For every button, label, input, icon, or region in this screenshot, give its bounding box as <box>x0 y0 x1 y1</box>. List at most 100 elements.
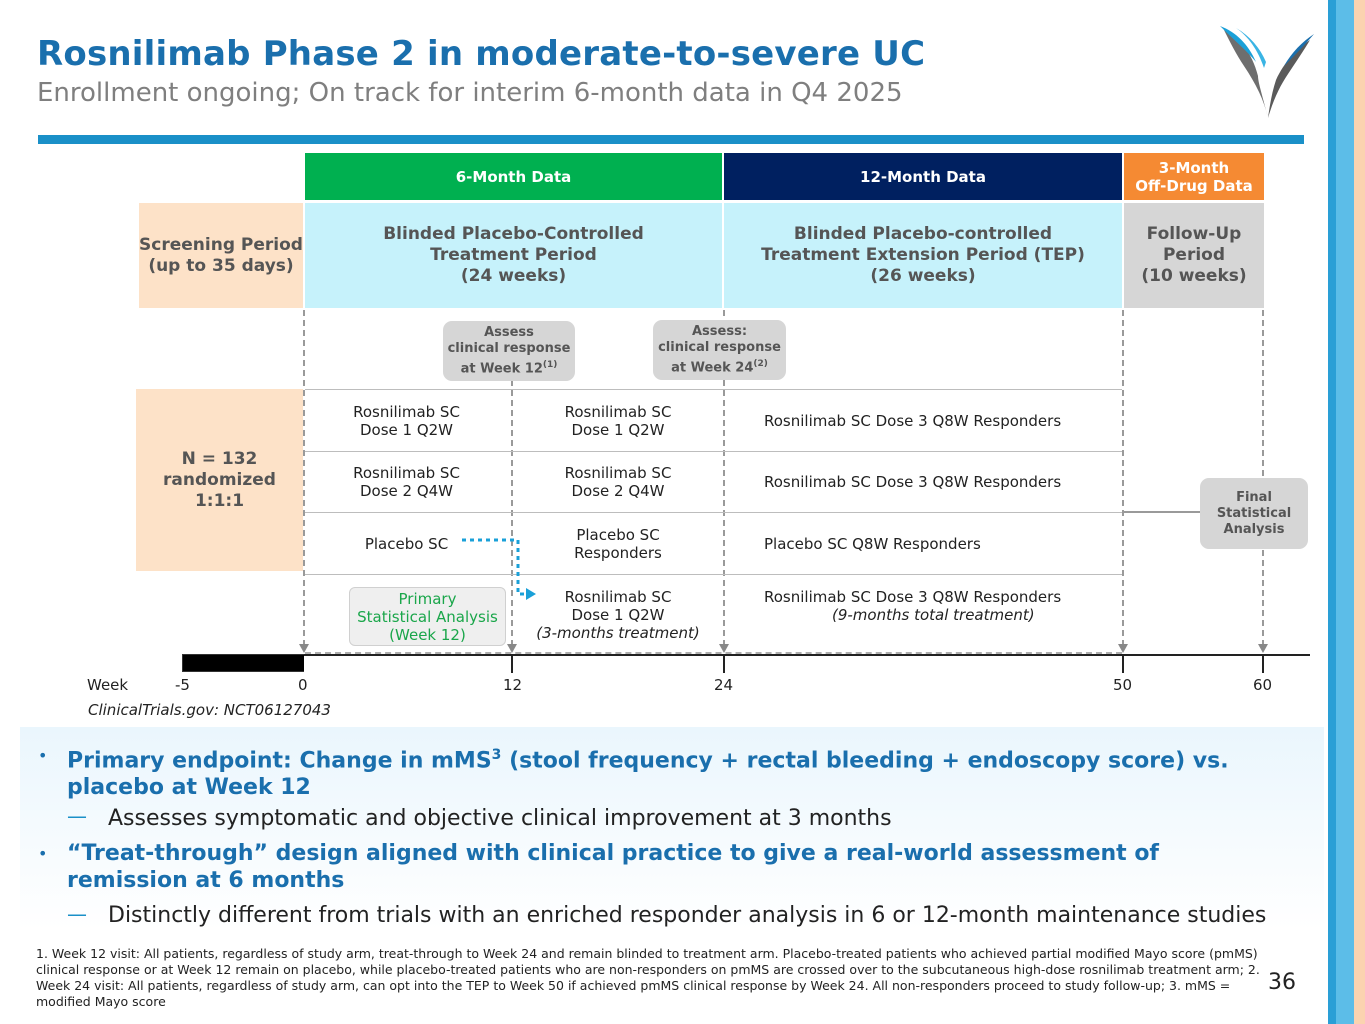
tick-label-12: 12 <box>503 676 523 694</box>
tick-week-12 <box>511 655 513 673</box>
tep-line3: (26 weeks) <box>870 266 976 286</box>
bullet-1-text-post: (stool frequency + rectal bleeding + end… <box>501 748 1229 774</box>
follow-up-period: Follow-Up Period (10 weeks) <box>1124 203 1264 308</box>
arm-3-b-line2: Responders <box>574 543 662 562</box>
arm-grid-line <box>305 574 1122 575</box>
final-line2: Statistical <box>1216 505 1292 521</box>
clinicaltrials-reference: ClinicalTrials.gov: NCT06127043 <box>88 701 331 719</box>
timeline-dashed-guide <box>305 652 1122 654</box>
arm-2-b-line2: Dose 2 Q4W <box>571 482 665 500</box>
arm-grid-line <box>305 451 1122 452</box>
arm-2-b-line1: Rosnilimab SC <box>564 464 672 482</box>
crossover-b-line2: Dose 1 Q2W <box>571 606 665 624</box>
timeline-label: Week <box>87 676 129 694</box>
randomization-line3: 1:1:1 <box>194 490 245 511</box>
crossover-arrow <box>462 538 536 600</box>
followup-line3: (10 weeks) <box>1141 266 1247 286</box>
sub-bullet-dash-icon: — <box>67 902 87 926</box>
bullet-1-sub: Assesses symptomatic and objective clini… <box>108 806 892 831</box>
arm-2-a-line1: Rosnilimab SC <box>353 464 460 482</box>
page-title: Rosnilimab Phase 2 in moderate-to-severe… <box>37 34 926 74</box>
phase-header-6-month: 6-Month Data <box>305 153 722 200</box>
week-24-arrowhead <box>719 644 729 653</box>
week-0-arrowhead <box>299 644 309 653</box>
randomization-line1: N = 132 <box>181 448 258 469</box>
sub-bullet-dash-icon: — <box>67 804 87 828</box>
phase-header-3-month-line2: Off-Drug Data <box>1135 176 1253 195</box>
arm-2-period-a: Rosnilimab SC Dose 2 Q4W <box>305 452 508 512</box>
assess-week-12-line2: clinical response <box>447 340 571 356</box>
assess-week-12-callout: Assess clinical response at Week 12(1) <box>443 321 575 381</box>
tick-week-60 <box>1262 655 1264 673</box>
week-12-dashed-line <box>511 380 513 646</box>
assess-week-12-line3: at Week 12 <box>460 361 543 377</box>
primary-line3: (Week 12) <box>389 625 466 644</box>
arm-grid-line <box>305 389 1122 390</box>
tick-label-50: 50 <box>1113 676 1133 694</box>
blinded-line2: Treatment Period <box>430 245 597 265</box>
edge-stripe-dark <box>1328 0 1336 1024</box>
edge-stripe-peach <box>1354 0 1365 1024</box>
week-24-dashed-line <box>723 310 725 646</box>
arm-1-period-a: Rosnilimab SC Dose 1 Q2W <box>305 390 508 451</box>
screening-timeline-bar <box>182 654 304 672</box>
assess-week-24-sup: (2) <box>753 358 768 369</box>
arm-1-period-b: Rosnilimab SC Dose 1 Q2W <box>514 390 722 451</box>
tick-week-50 <box>1122 655 1124 673</box>
assess-week-24-line1: Assess: <box>691 323 748 339</box>
bullet-1-text-pre: Primary endpoint: Change in mMS <box>67 748 492 774</box>
blinded-treatment-period: Blinded Placebo-Controlled Treatment Per… <box>305 203 722 308</box>
page-subtitle: Enrollment ongoing; On track for interim… <box>37 78 903 108</box>
arm-3-b-line1: Placebo SC <box>576 525 660 544</box>
crossover-b-line3: (3-months treatment) <box>536 624 700 642</box>
crossover-period-c: Rosnilimab SC Dose 3 Q8W Responders (9-m… <box>764 588 1122 624</box>
primary-line1: Primary <box>398 589 457 608</box>
title-rule <box>38 135 1304 144</box>
arm-2-a-line2: Dose 2 Q4W <box>359 482 454 500</box>
edge-stripe-light <box>1336 0 1354 1024</box>
assess-week-24-callout: Assess: clinical response at Week 24(2) <box>653 320 786 380</box>
arm-1-a-line2: Dose 1 Q2W <box>359 420 454 439</box>
arm-2-period-b: Rosnilimab SC Dose 2 Q4W <box>514 452 722 512</box>
footnote: 1. Week 12 visit: All patients, regardle… <box>36 946 1260 1009</box>
assess-week-12-line1: Assess <box>484 324 534 340</box>
arm-3-a-line1: Placebo SC <box>364 534 449 553</box>
arm-1-b-line2: Dose 1 Q2W <box>571 420 665 439</box>
assess-week-24-line2: clinical response <box>658 339 781 355</box>
arm-1-b-line1: Rosnilimab SC <box>564 402 672 421</box>
primary-line2: Statistical Analysis <box>357 607 498 626</box>
followup-line1: Follow-Up <box>1146 224 1242 244</box>
tick-week-24 <box>723 655 725 673</box>
bullet-2-line1: “Treat-through” design aligned with clin… <box>67 841 1160 866</box>
final-line1: Final <box>1236 489 1272 505</box>
crossover-c-line1: Rosnilimab SC Dose 3 Q8W Responders <box>764 588 1062 606</box>
primary-analysis-box: Primary Statistical Analysis (Week 12) <box>349 587 506 646</box>
bullet-dot-icon: • <box>38 746 48 765</box>
company-logo-icon <box>1220 26 1314 118</box>
key-points-panel: • Primary endpoint: Change in mMS3 (stoo… <box>20 727 1324 930</box>
screening-period: Screening Period (up to 35 days) <box>139 203 303 308</box>
arm-1-a-line1: Rosnilimab SC <box>353 402 460 421</box>
arm-grid-line <box>305 512 1122 513</box>
timeline-axis <box>304 654 1310 656</box>
tick-label-0: 0 <box>298 676 308 694</box>
week-60-arrowhead <box>1258 644 1268 653</box>
arm-3-period-c: Placebo SC Q8W Responders <box>764 534 981 553</box>
arm-2-period-c: Rosnilimab SC Dose 3 Q8W Responders <box>764 473 1062 491</box>
bullet-primary-endpoint: Primary endpoint: Change in mMS3 (stool … <box>67 742 1307 801</box>
week-0-dashed-line <box>303 310 305 646</box>
randomization-line2: randomized <box>163 469 276 490</box>
crossover-period-b: Rosnilimab SC Dose 1 Q2W (3-months treat… <box>514 585 722 645</box>
week-50-dashed-line <box>1122 310 1124 646</box>
blinded-line3: (24 weeks) <box>460 266 567 286</box>
tick-label-60: 60 <box>1253 676 1273 694</box>
tep-line1: Blinded Placebo-controlled <box>793 224 1053 244</box>
followup-line2: Period <box>1162 245 1226 265</box>
assess-week-24-line3: at Week 24 <box>671 360 754 376</box>
phase-header-12-month: 12-Month Data <box>724 153 1122 200</box>
phase-header-3-month: 3-Month Off-Drug Data <box>1124 153 1264 200</box>
final-analysis-connector <box>1124 511 1200 513</box>
arm-3-period-a: Placebo SC <box>305 513 508 574</box>
tep-line2: Treatment Extension Period (TEP) <box>761 245 1085 265</box>
bullet-2-sub: Distinctly different from trials with an… <box>108 903 1267 928</box>
